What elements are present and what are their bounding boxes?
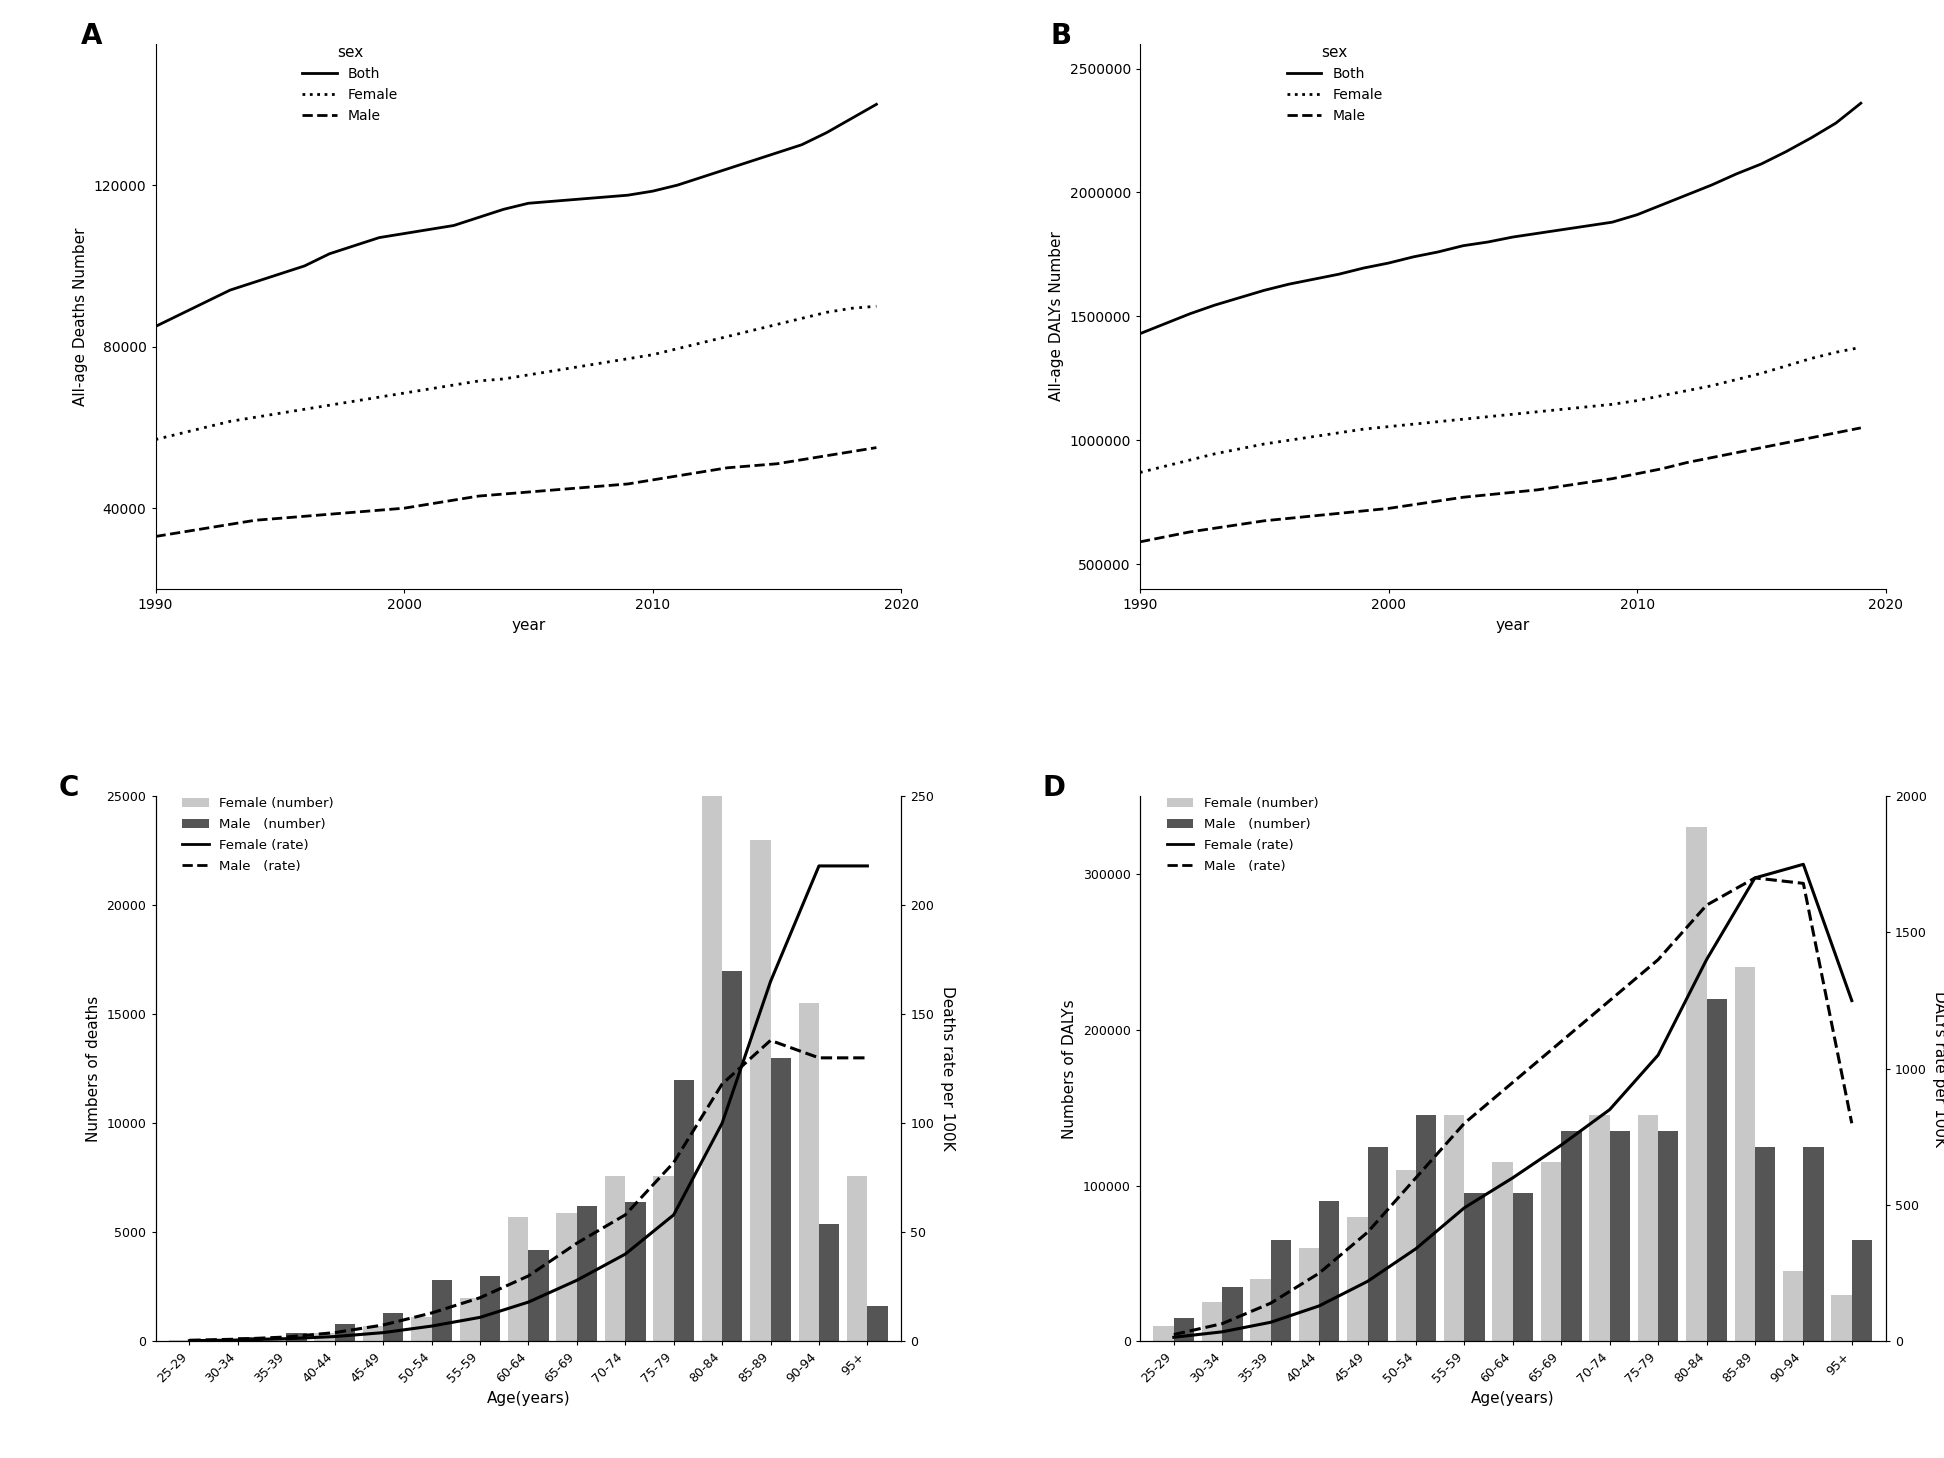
Y-axis label: All-age DALYs Number: All-age DALYs Number bbox=[1050, 232, 1063, 401]
Bar bbox=[1707, 999, 1726, 1341]
Bar bbox=[867, 1306, 888, 1341]
Bar bbox=[1415, 1115, 1437, 1341]
Bar bbox=[1561, 1131, 1582, 1341]
Bar bbox=[1512, 1193, 1534, 1341]
Bar bbox=[1444, 1115, 1464, 1341]
Text: D: D bbox=[1044, 774, 1065, 802]
Bar bbox=[1493, 1162, 1512, 1341]
Bar bbox=[1610, 1131, 1629, 1341]
Bar bbox=[286, 1333, 307, 1341]
Y-axis label: DALYs rate per 100K: DALYs rate per 100K bbox=[1932, 991, 1944, 1147]
Bar bbox=[1804, 1146, 1823, 1341]
Bar bbox=[1201, 1302, 1223, 1341]
Bar bbox=[432, 1280, 451, 1341]
Bar bbox=[770, 1059, 791, 1341]
X-axis label: Age(years): Age(years) bbox=[1472, 1391, 1555, 1406]
Bar bbox=[1250, 1279, 1271, 1341]
Text: B: B bbox=[1050, 22, 1071, 50]
Bar bbox=[383, 1314, 404, 1341]
X-axis label: year: year bbox=[511, 618, 546, 633]
Bar bbox=[1853, 1241, 1872, 1341]
Bar bbox=[334, 1324, 356, 1341]
Bar bbox=[799, 1003, 818, 1341]
Bar bbox=[1223, 1287, 1242, 1341]
Bar bbox=[818, 1223, 840, 1341]
Bar bbox=[266, 1337, 286, 1341]
Bar bbox=[1271, 1241, 1291, 1341]
Bar bbox=[1174, 1318, 1194, 1341]
Bar bbox=[1320, 1201, 1339, 1341]
Bar bbox=[605, 1175, 626, 1341]
Bar bbox=[1542, 1162, 1561, 1341]
Legend: Female (number), Male   (number), Female (rate), Male   (rate): Female (number), Male (number), Female (… bbox=[177, 792, 338, 878]
Bar bbox=[1755, 1146, 1775, 1341]
Bar bbox=[529, 1250, 548, 1341]
Bar bbox=[1347, 1217, 1367, 1341]
Y-axis label: Deaths rate per 100K: Deaths rate per 100K bbox=[941, 987, 955, 1150]
Bar bbox=[364, 1327, 383, 1341]
Bar bbox=[1153, 1325, 1174, 1341]
Bar bbox=[1685, 827, 1707, 1341]
Legend: Both, Female, Male: Both, Female, Male bbox=[1281, 39, 1388, 128]
Legend: Both, Female, Male: Both, Female, Male bbox=[297, 39, 404, 128]
Bar bbox=[675, 1080, 694, 1341]
Y-axis label: All-age Deaths Number: All-age Deaths Number bbox=[74, 227, 87, 405]
Bar bbox=[1299, 1248, 1320, 1341]
Bar bbox=[1590, 1115, 1610, 1341]
Bar bbox=[653, 1175, 675, 1341]
Bar bbox=[848, 1175, 867, 1341]
Y-axis label: Numbers of DALYs: Numbers of DALYs bbox=[1063, 999, 1077, 1139]
Text: A: A bbox=[82, 22, 103, 50]
Y-axis label: Numbers of deaths: Numbers of deaths bbox=[86, 996, 101, 1142]
Bar bbox=[702, 796, 721, 1341]
Bar bbox=[315, 1333, 334, 1341]
Bar bbox=[237, 1337, 259, 1341]
X-axis label: Age(years): Age(years) bbox=[486, 1391, 570, 1406]
Bar bbox=[412, 1318, 432, 1341]
Bar bbox=[556, 1213, 577, 1341]
Legend: Female (number), Male   (number), Female (rate), Male   (rate): Female (number), Male (number), Female (… bbox=[1161, 792, 1324, 878]
Bar bbox=[1658, 1131, 1678, 1341]
Bar bbox=[1396, 1169, 1415, 1341]
Bar bbox=[1734, 968, 1755, 1341]
Bar bbox=[507, 1217, 529, 1341]
Bar bbox=[750, 840, 770, 1341]
Bar bbox=[1637, 1115, 1658, 1341]
Bar bbox=[459, 1298, 480, 1341]
Text: C: C bbox=[58, 774, 80, 802]
Bar bbox=[218, 1340, 237, 1341]
Bar bbox=[626, 1201, 645, 1341]
Bar bbox=[1464, 1193, 1485, 1341]
X-axis label: year: year bbox=[1495, 618, 1530, 633]
Bar bbox=[189, 1340, 210, 1341]
Bar bbox=[1831, 1295, 1853, 1341]
Bar bbox=[480, 1276, 500, 1341]
Bar bbox=[1367, 1146, 1388, 1341]
Bar bbox=[721, 971, 743, 1341]
Bar bbox=[577, 1206, 597, 1341]
Bar bbox=[1783, 1271, 1804, 1341]
